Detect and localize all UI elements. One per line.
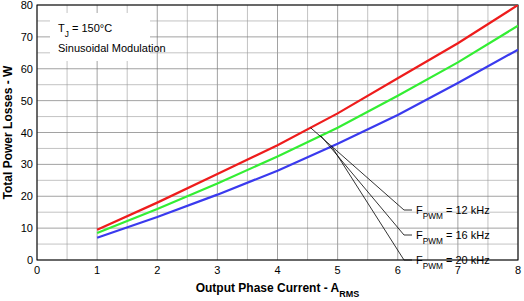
y-tick-label: 40 [21,127,33,139]
y-tick-label: 10 [21,222,33,234]
x-tick-label: 4 [274,264,280,276]
minor-grid-line-y [37,116,518,117]
x-tick-label: 6 [395,264,401,276]
y-tick-label: 30 [21,158,33,170]
legend-leader [311,128,412,210]
series-line [97,5,518,230]
x-tick-label: 2 [154,264,160,276]
background [0,0,524,301]
grid-line-y [37,196,518,197]
x-tick-label: 8 [515,264,521,276]
grid [37,5,518,260]
legend-leader [332,146,412,260]
legend-label: FPWM = 16 kHz [416,229,490,246]
y-tick-label: 60 [21,63,33,75]
x-tick-label: 1 [94,264,100,276]
y-tick-label: 70 [21,31,33,43]
plot-frame [37,5,518,260]
y-tick-label: 80 [21,0,33,11]
grid-line-y [37,164,518,165]
y-tick-label: 50 [21,95,33,107]
annotation: Sinusoidal Modulation [58,42,166,54]
y-tick-label: 20 [21,190,33,202]
series-group [97,5,518,238]
grid-line-y [37,132,518,133]
legend-label: FPWM = 20 kHz [416,254,490,271]
chart: 01234567801020304050607080Output Phase C… [0,0,524,301]
x-axis-label: Output Phase Current - ARMS [196,281,360,299]
minor-grid-line-y [37,180,518,181]
x-tick-label: 3 [214,264,220,276]
x-tick-label: 0 [34,264,40,276]
y-tick-label: 0 [27,254,33,266]
minor-grid-line-y [37,244,518,245]
legend-label: FPWM = 12 kHz [416,204,490,221]
x-tick-label: 5 [335,264,341,276]
series-line [97,26,518,233]
annotation: TJ = 150°C [58,22,112,39]
minor-grid-line-y [37,84,518,85]
minor-grid-line-y [37,148,518,149]
y-axis-label: Total Power Losses - W [1,65,15,199]
series-line [97,50,518,238]
grid-line-y [37,100,518,101]
